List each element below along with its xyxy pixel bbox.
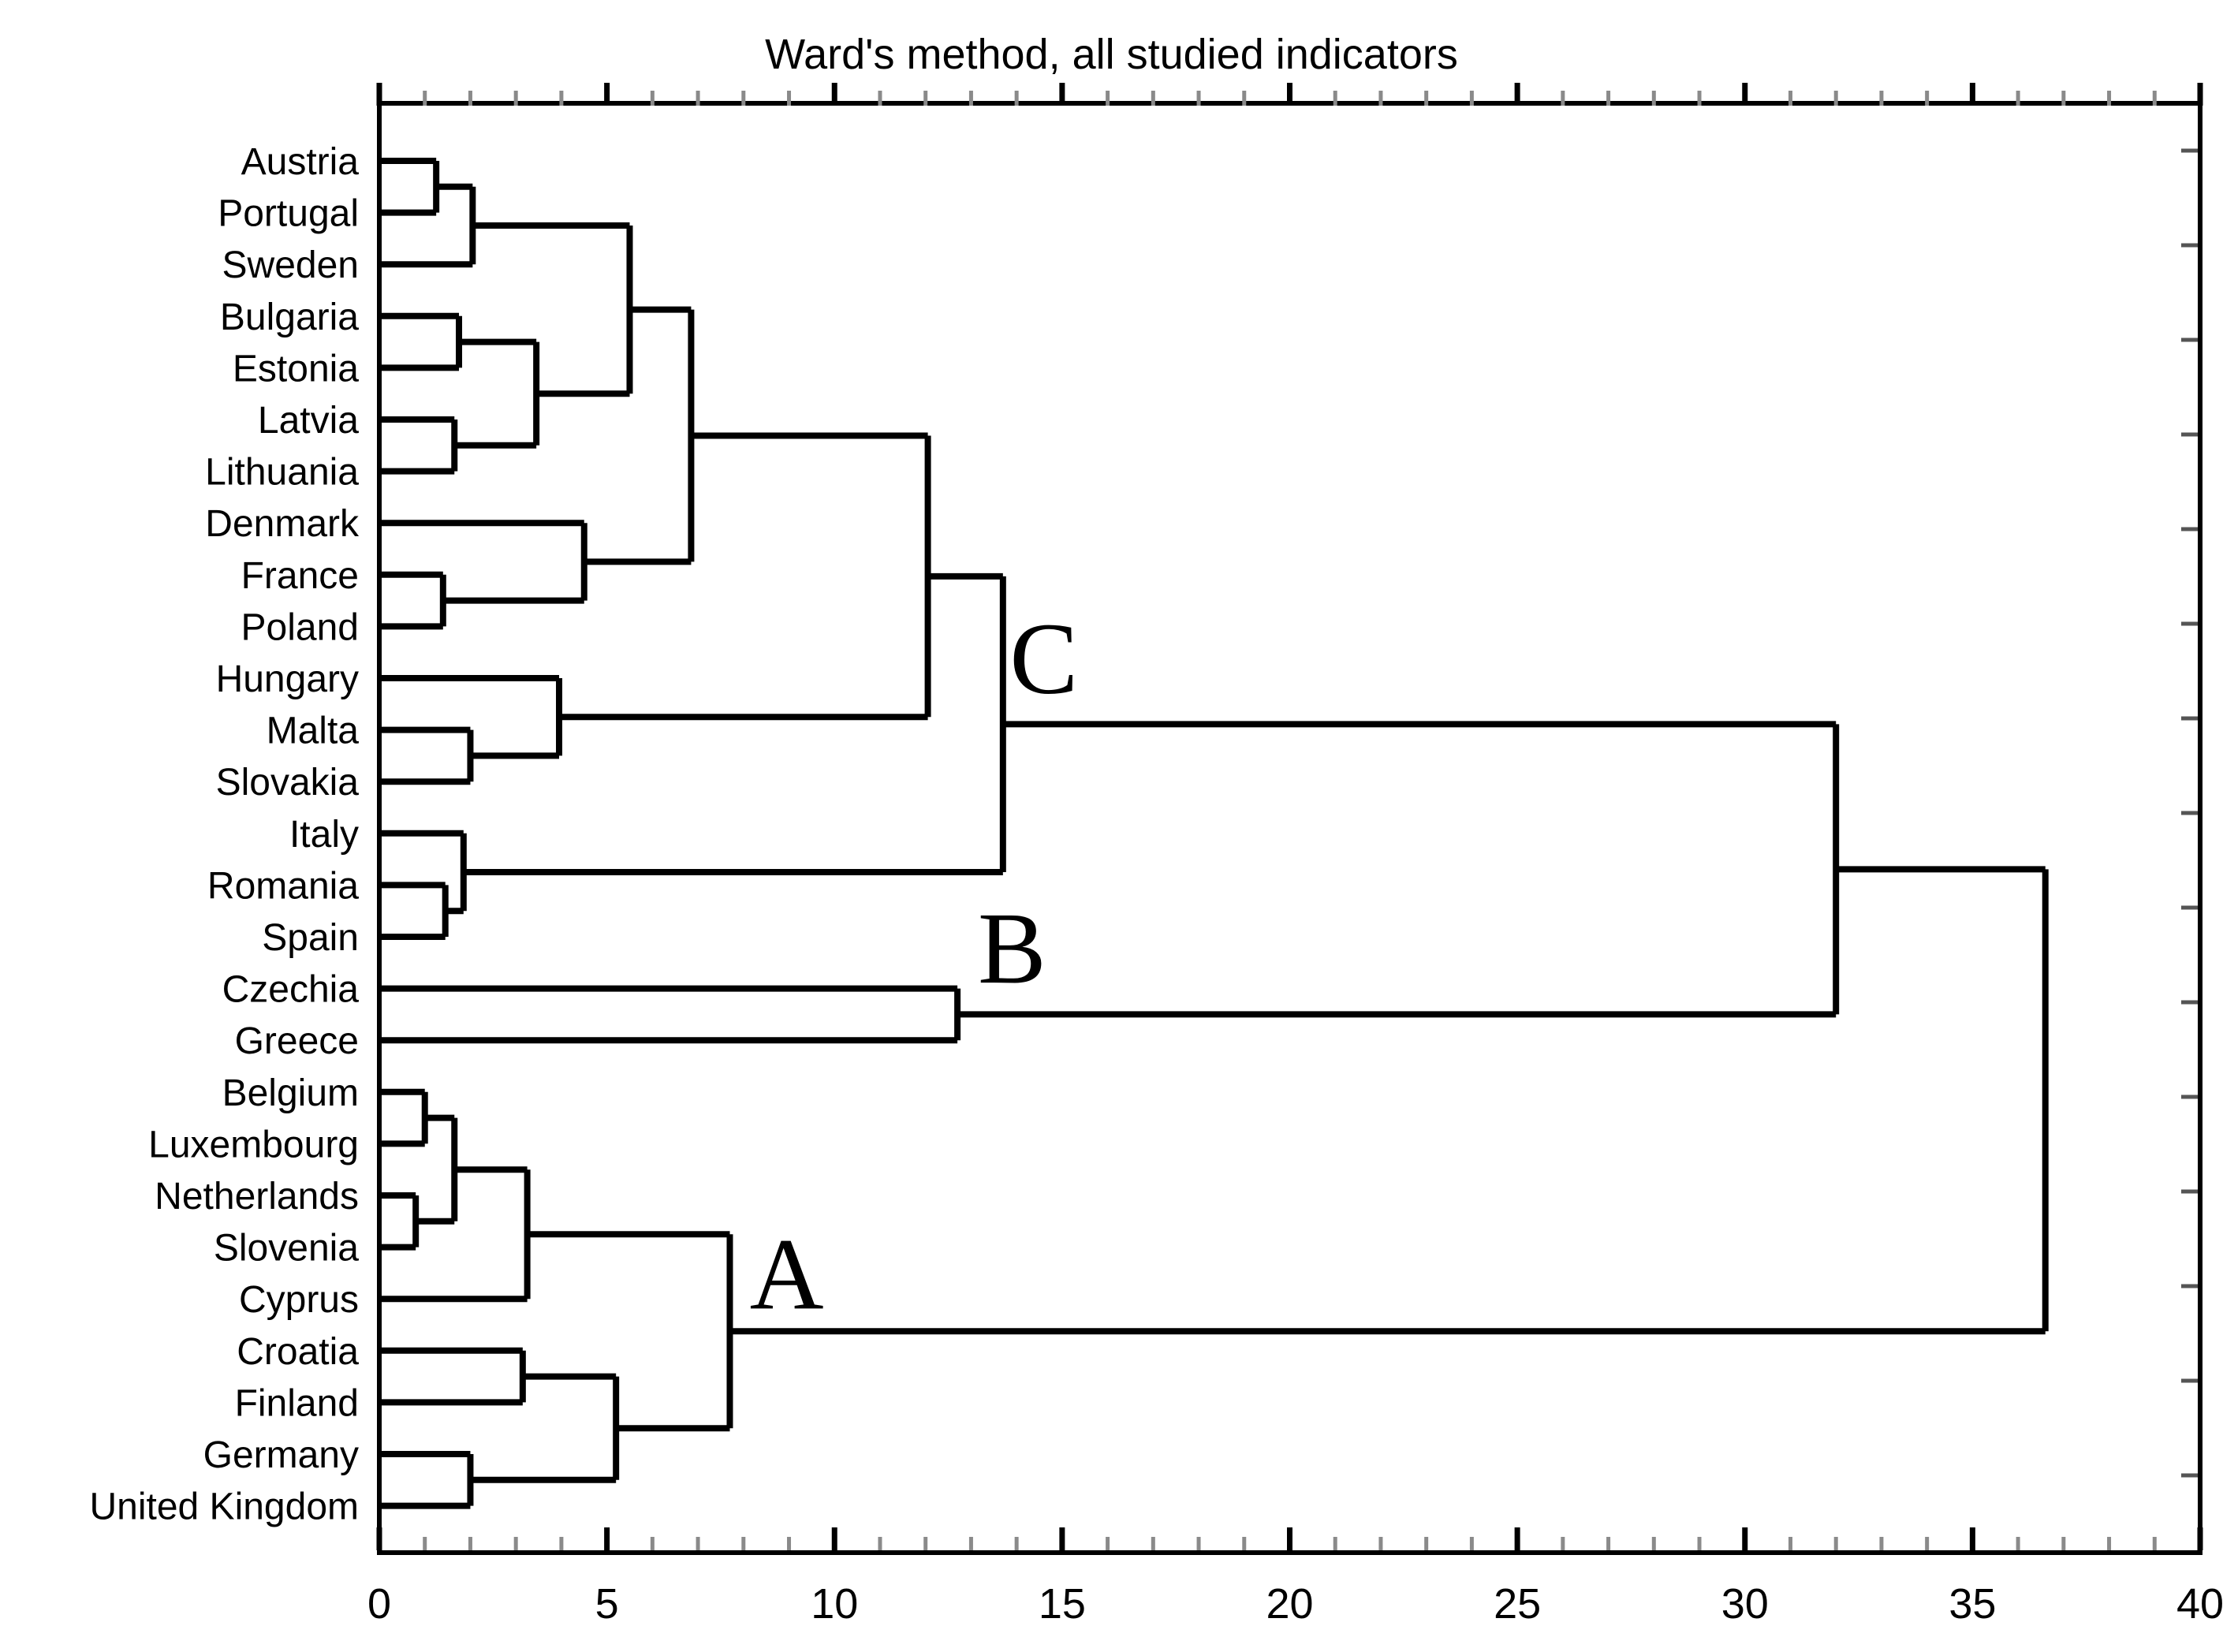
leaf-label: Malta — [267, 710, 360, 752]
leaf-label: Hungary — [216, 658, 359, 700]
plot-frame — [377, 101, 2202, 1555]
cluster-label-A: A — [750, 1218, 824, 1331]
leaf-label: Estonia — [233, 348, 359, 390]
leaf-label: Netherlands — [155, 1176, 359, 1218]
leaf-label: Cyprus — [239, 1279, 359, 1321]
x-axis-label: 5 — [595, 1580, 619, 1628]
leaf-label: Austria — [241, 141, 360, 183]
leaf-label: Portugal — [218, 193, 359, 235]
x-axis-label: 25 — [1494, 1580, 1541, 1628]
x-axis-label: 35 — [1949, 1580, 1996, 1628]
leaf-label: Spain — [262, 917, 359, 959]
cluster-label-B: B — [978, 892, 1046, 1005]
x-axis-label: 30 — [1721, 1580, 1769, 1628]
chart-title: Ward's method, all studied indicators — [765, 31, 1458, 78]
leaf-label: United Kingdom — [89, 1486, 359, 1528]
leaf-label: Romania — [207, 865, 359, 907]
x-axis-label: 10 — [811, 1580, 858, 1628]
leaf-label: Finland — [235, 1382, 359, 1424]
leaf-label: Sweden — [222, 244, 359, 286]
leaf-label: Latvia — [258, 400, 359, 442]
leaf-label: Germany — [203, 1434, 359, 1476]
leaf-label: Croatia — [237, 1331, 359, 1373]
leaf-label: Belgium — [222, 1072, 359, 1114]
leaf-label: Greece — [235, 1020, 359, 1062]
leaf-label: Luxembourg — [148, 1124, 359, 1165]
leaf-label: Italy — [289, 814, 359, 856]
x-axis-label: 15 — [1039, 1580, 1086, 1628]
leaf-label: France — [241, 555, 359, 597]
leaf-label: Bulgaria — [220, 296, 359, 338]
cluster-label-C: C — [1009, 602, 1078, 716]
x-axis-label: 20 — [1266, 1580, 1313, 1628]
leaf-label: Denmark — [205, 503, 360, 545]
leaf-label: Slovenia — [214, 1228, 359, 1270]
leaf-label: Slovakia — [216, 762, 360, 804]
x-axis-label: 0 — [367, 1580, 391, 1628]
leaf-label: Lithuania — [205, 452, 359, 494]
leaf-label: Czechia — [222, 969, 360, 1011]
x-axis-label: 40 — [2176, 1580, 2223, 1628]
leaf-label: Poland — [241, 606, 359, 648]
